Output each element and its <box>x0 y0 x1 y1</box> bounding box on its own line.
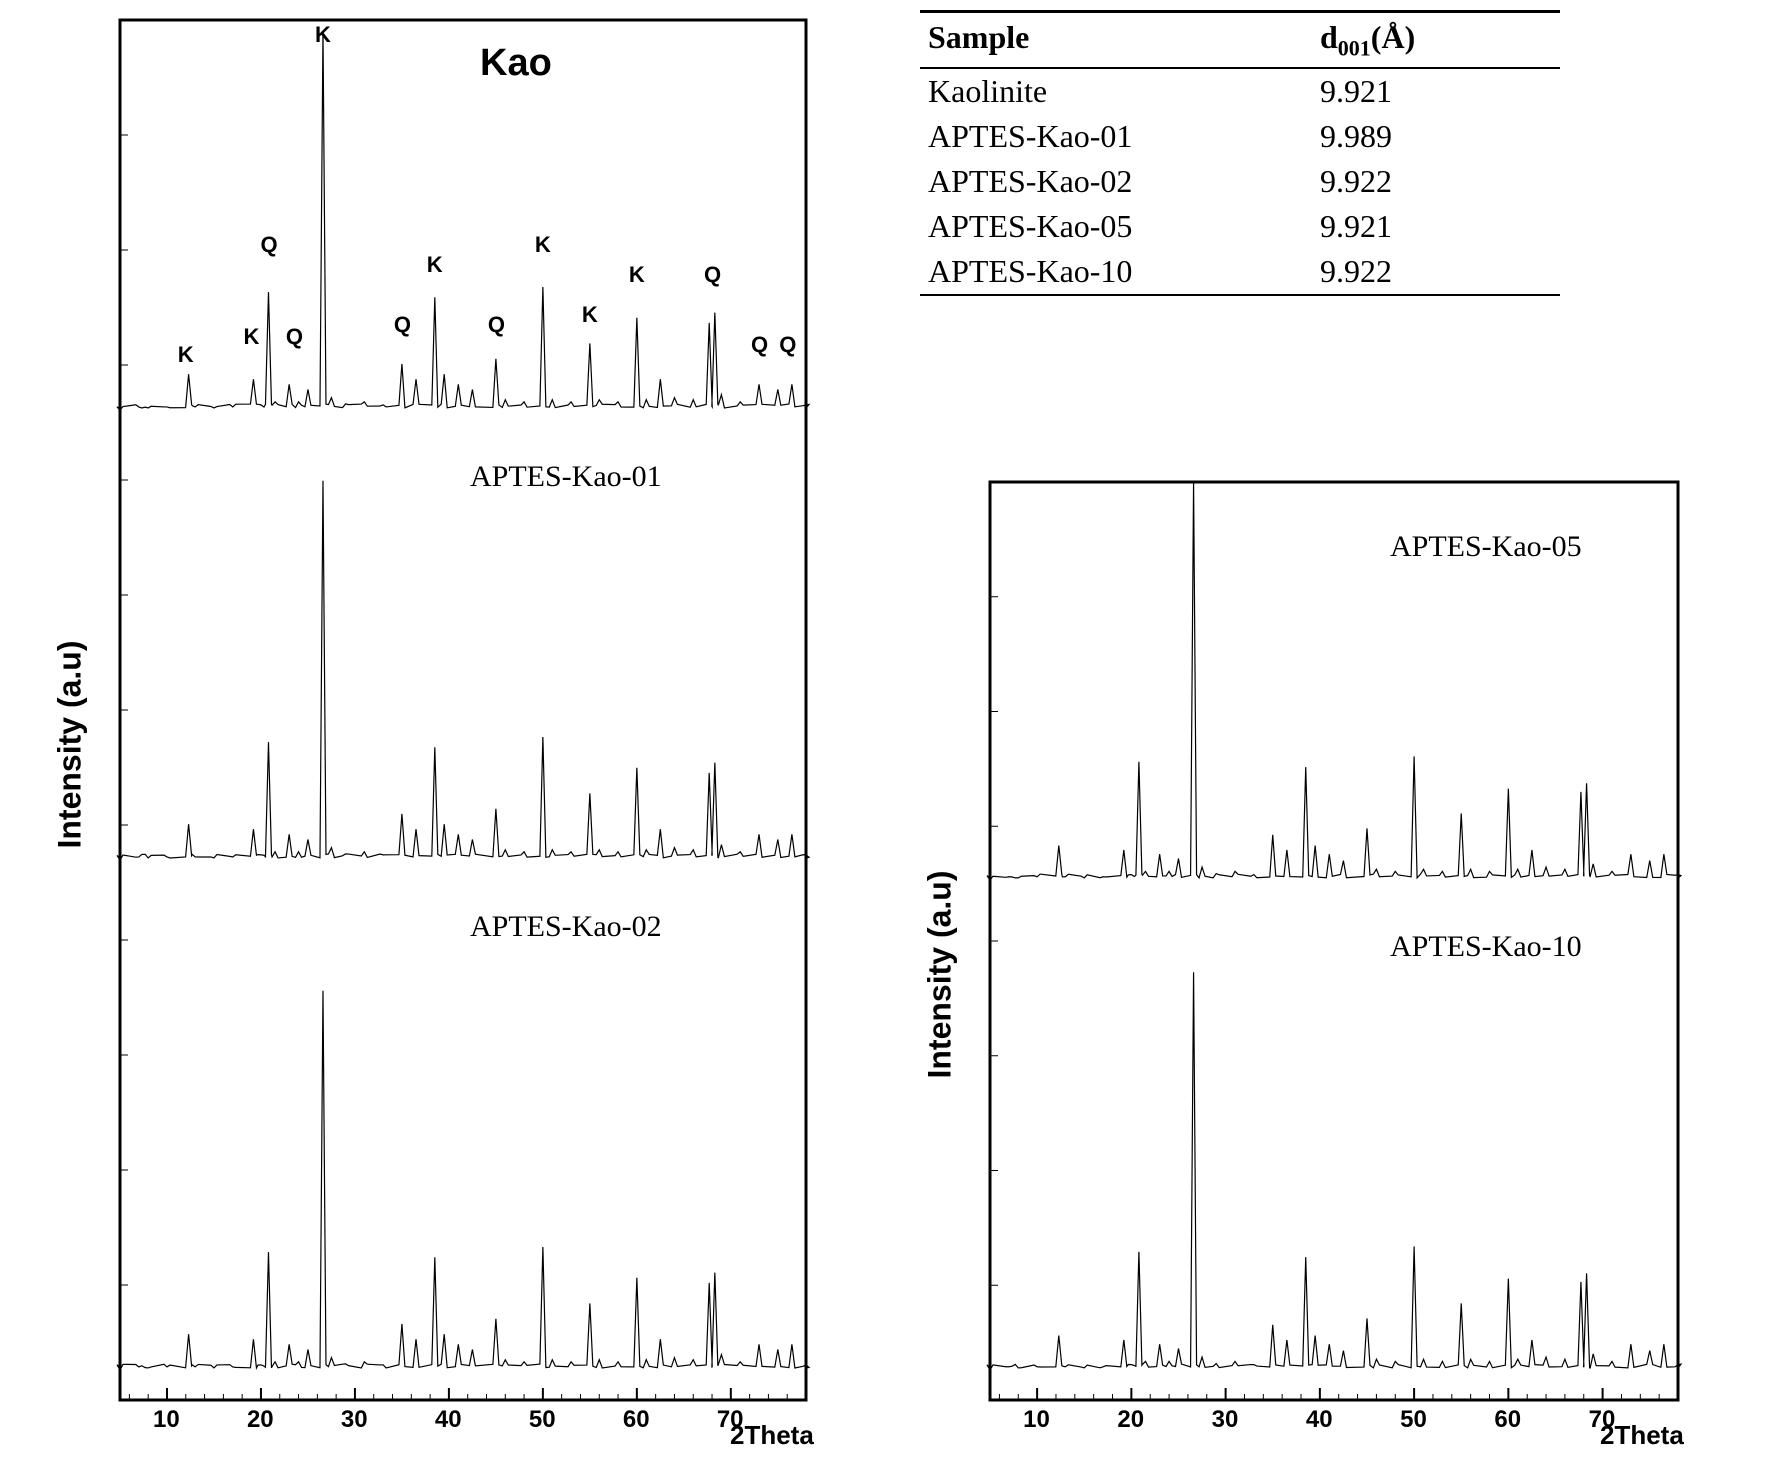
table-row: Kaolinite9.921 <box>920 69 1560 114</box>
cell-sample: APTES-Kao-01 <box>920 118 1320 155</box>
cell-d001: 9.921 <box>1320 73 1560 110</box>
xtick-label: 40 <box>1306 1406 1333 1434</box>
peak-label: Q <box>779 332 796 358</box>
left-ylabel: Intensity (a.u) <box>52 589 89 849</box>
left-title: Kao <box>480 42 552 85</box>
table-body: Kaolinite9.921APTES-Kao-019.989APTES-Kao… <box>920 69 1560 296</box>
th-d001: d001(Å) <box>1320 13 1560 67</box>
xtick-label: 30 <box>1212 1406 1239 1434</box>
table-row: APTES-Kao-019.989 <box>920 114 1560 159</box>
panel-label-kao02: APTES-Kao-02 <box>470 910 662 944</box>
xtick-label: 70 <box>717 1406 744 1434</box>
table-row: APTES-Kao-029.922 <box>920 159 1560 204</box>
table-row: APTES-Kao-109.922 <box>920 249 1560 294</box>
cell-sample: APTES-Kao-10 <box>920 253 1320 290</box>
peak-label: K <box>427 252 443 278</box>
peak-label: Q <box>751 332 768 358</box>
th-sample: Sample <box>920 13 1320 67</box>
xtick-label: 40 <box>435 1406 462 1434</box>
peak-label: Q <box>394 312 411 338</box>
xtick-label: 10 <box>153 1406 180 1434</box>
peak-label: K <box>244 324 260 350</box>
table-row: APTES-Kao-059.921 <box>920 204 1560 249</box>
peak-label: K <box>629 262 645 288</box>
cell-d001: 9.989 <box>1320 118 1560 155</box>
peak-label: Q <box>260 232 277 258</box>
xtick-label: 70 <box>1589 1406 1616 1434</box>
peak-label: K <box>582 302 598 328</box>
cell-d001: 9.922 <box>1320 253 1560 290</box>
figure-container: Sample d001(Å) Kaolinite9.921APTES-Kao-0… <box>0 0 1774 1470</box>
peak-label: Q <box>704 262 721 288</box>
peak-label: K <box>535 232 551 258</box>
xtick-label: 60 <box>623 1406 650 1434</box>
xtick-label: 60 <box>1494 1406 1521 1434</box>
cell-sample: APTES-Kao-05 <box>920 208 1320 245</box>
peak-label: Q <box>488 312 505 338</box>
xtick-label: 20 <box>1117 1406 1144 1434</box>
cell-d001: 9.922 <box>1320 163 1560 200</box>
panel-label-kao10: APTES-Kao-10 <box>1390 930 1582 964</box>
xtick-label: 50 <box>529 1406 556 1434</box>
xtick-label: 30 <box>341 1406 368 1434</box>
panel-label-kao05: APTES-Kao-05 <box>1390 530 1582 564</box>
peak-label: Q <box>286 324 303 350</box>
d-spacing-table: Sample d001(Å) Kaolinite9.921APTES-Kao-0… <box>920 10 1560 296</box>
xtick-label: 10 <box>1023 1406 1050 1434</box>
table-header: Sample d001(Å) <box>920 10 1560 69</box>
peak-label: K <box>315 22 331 48</box>
cell-d001: 9.921 <box>1320 208 1560 245</box>
panel-label-kao01: APTES-Kao-01 <box>470 460 662 494</box>
peak-label: K <box>178 342 194 368</box>
right-ylabel: Intensity (a.u) <box>922 819 959 1079</box>
xtick-label: 20 <box>247 1406 274 1434</box>
cell-sample: APTES-Kao-02 <box>920 163 1320 200</box>
cell-sample: Kaolinite <box>920 73 1320 110</box>
xtick-label: 50 <box>1400 1406 1427 1434</box>
